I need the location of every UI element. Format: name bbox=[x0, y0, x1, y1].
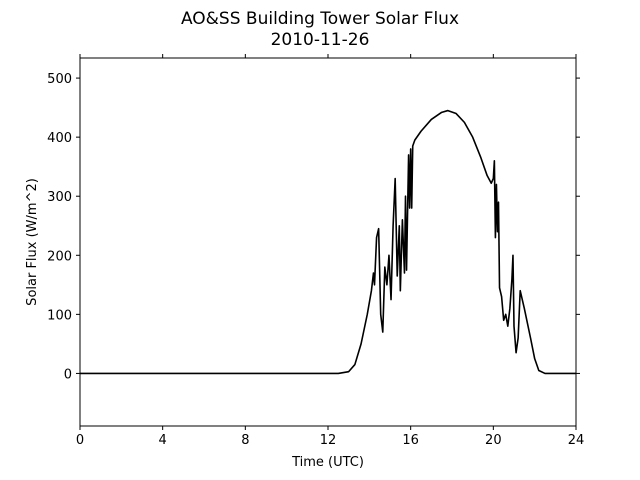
x-tick-label: 4 bbox=[159, 433, 167, 448]
y-tick-label: 500 bbox=[47, 72, 72, 87]
y-tick-label: 200 bbox=[47, 249, 72, 264]
x-axis-label: Time (UTC) bbox=[291, 455, 364, 470]
y-tick-label: 400 bbox=[47, 131, 72, 146]
y-tick-label: 300 bbox=[47, 190, 72, 205]
y-tick-label: 0 bbox=[64, 367, 72, 382]
y-axis-label: Solar Flux (W/m^2) bbox=[25, 178, 40, 306]
line-series bbox=[80, 109, 576, 375]
y-tick-label: 100 bbox=[47, 308, 72, 323]
x-tick-label: 8 bbox=[241, 433, 249, 448]
plot-frame bbox=[79, 57, 577, 427]
x-tick-label: 0 bbox=[76, 433, 84, 448]
x-tick-label: 20 bbox=[485, 433, 502, 448]
x-tick-label: 24 bbox=[568, 433, 585, 448]
x-tick-label: 16 bbox=[402, 433, 419, 448]
x-tick-label: 12 bbox=[320, 433, 337, 448]
chart-subtitle: 2010-11-26 bbox=[271, 30, 370, 50]
chart-title: AO&SS Building Tower Solar Flux bbox=[181, 9, 459, 29]
